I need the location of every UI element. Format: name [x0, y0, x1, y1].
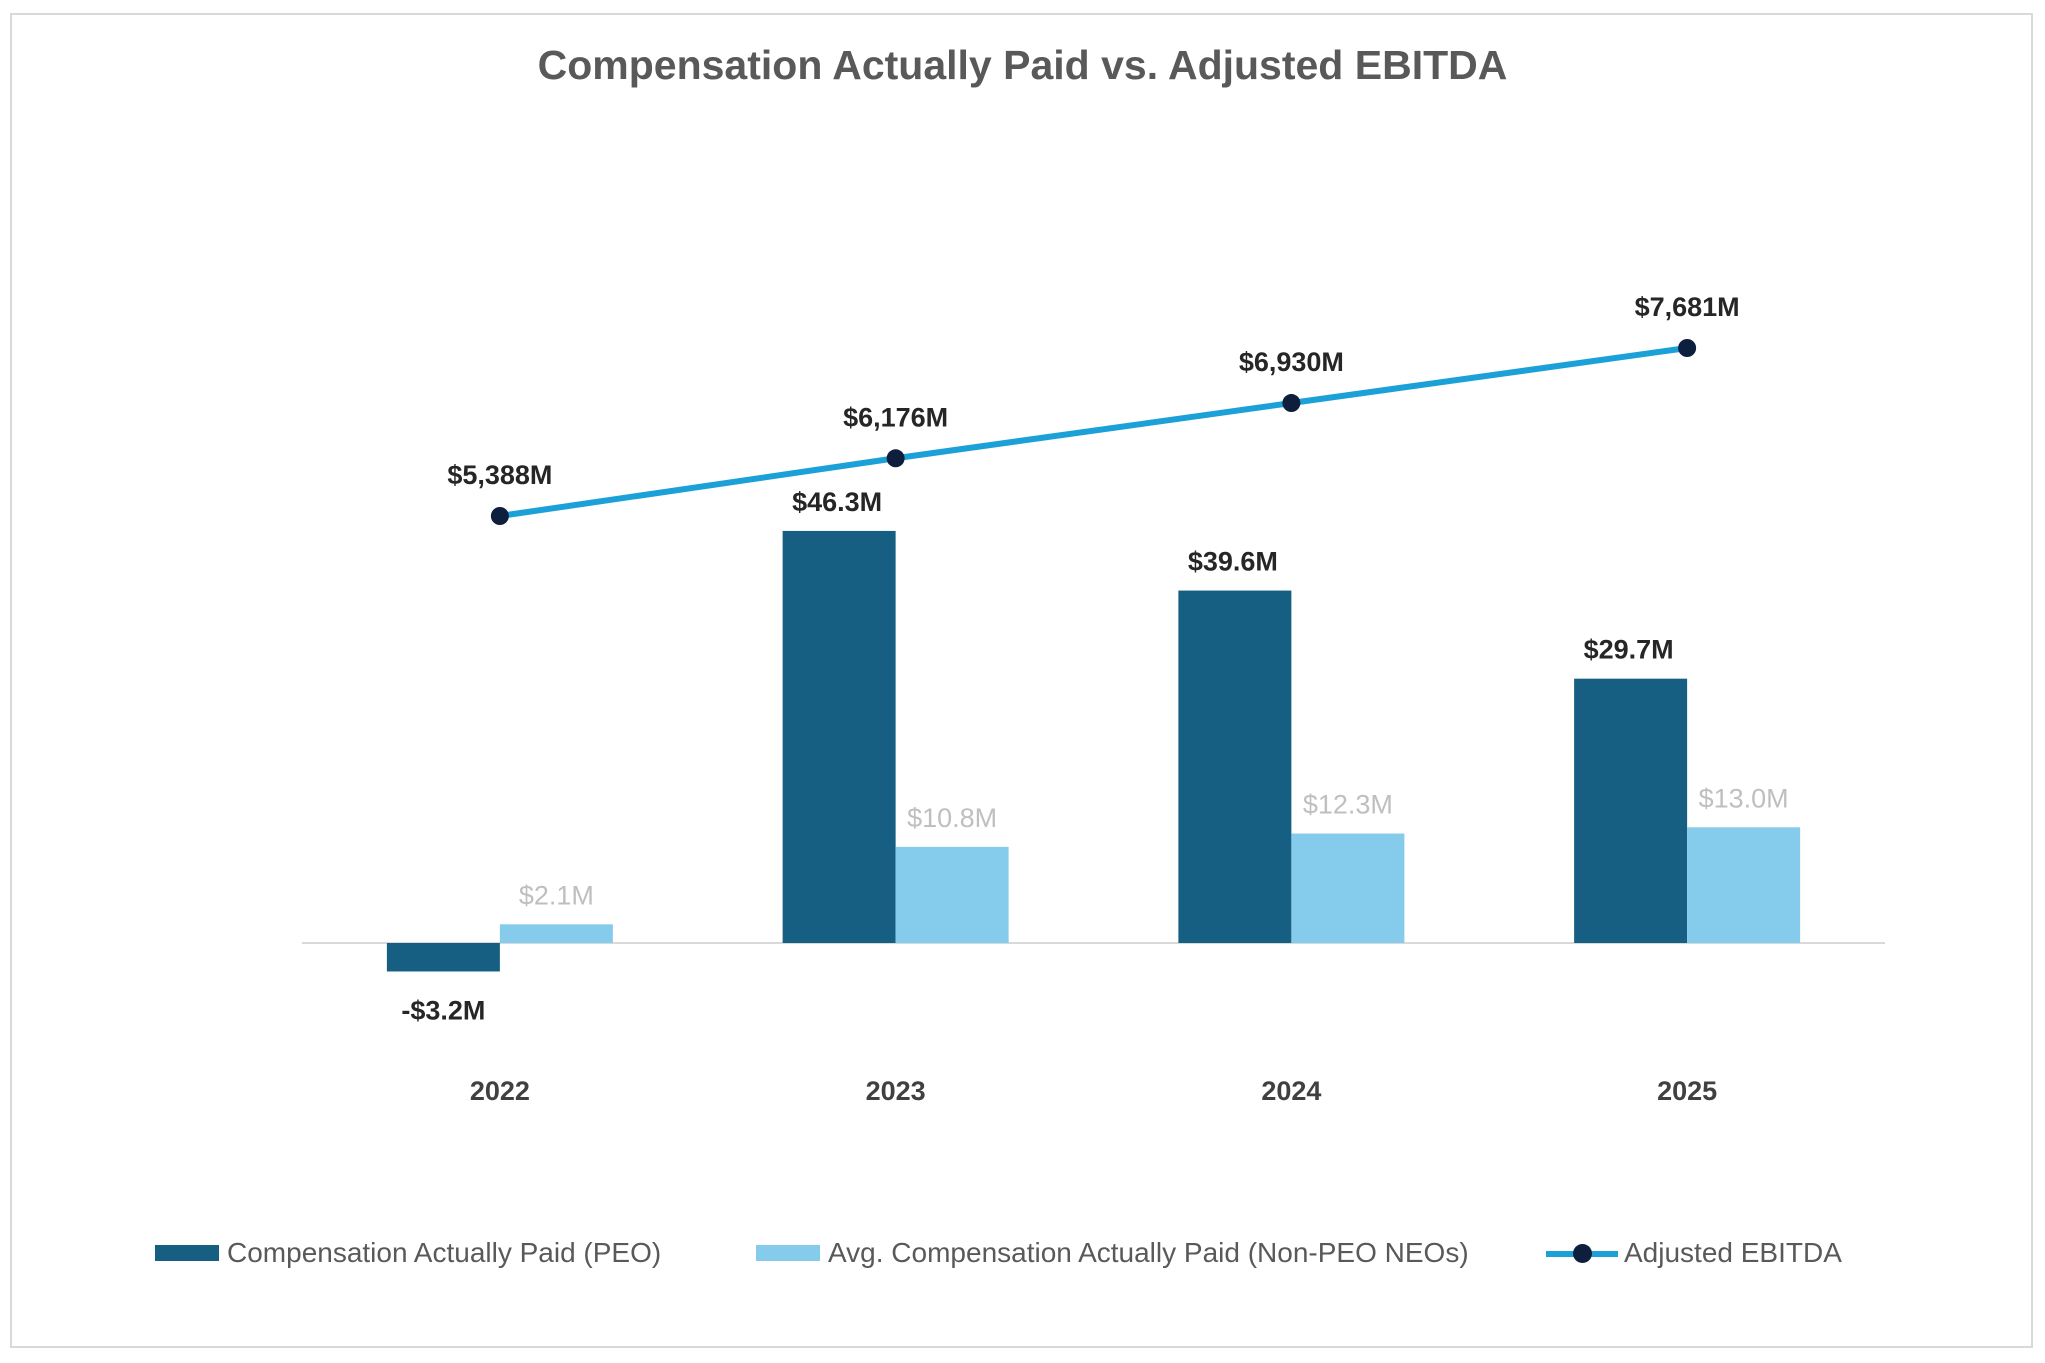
data-label-neo-2023: $10.8M	[907, 803, 997, 833]
bar-neo-2023	[895, 846, 1009, 943]
x-tick-label-2024: 2024	[1261, 1076, 1321, 1106]
chart-title: Compensation Actually Paid vs. Adjusted …	[537, 42, 1508, 88]
data-label-neo-2024: $12.3M	[1303, 790, 1393, 820]
data-label-neo-2025: $13.0M	[1699, 783, 1789, 813]
legend-item-peo: Compensation Actually Paid (PEO)	[155, 1233, 661, 1273]
bar-neo-2024	[1291, 833, 1405, 943]
data-label-neo-2022: $2.1M	[519, 880, 594, 910]
x-tick-label-2022: 2022	[470, 1076, 530, 1106]
data-label-ebitda-2022: $5,388M	[447, 460, 552, 490]
point-ebitda-2023	[886, 449, 905, 468]
data-label-peo-2024: $39.6M	[1188, 547, 1278, 577]
x-tick-label-2023: 2023	[866, 1076, 926, 1106]
data-label-ebitda-2025: $7,681M	[1635, 292, 1740, 322]
bar-peo-2023	[782, 530, 896, 943]
data-label-peo-2022: -$3.2M	[401, 995, 485, 1025]
point-ebitda-2022	[490, 507, 509, 525]
legend-swatch-neo	[756, 1245, 820, 1261]
line-ebitda	[499, 345, 1688, 519]
chart-frame	[10, 13, 2033, 1348]
bar-neo-2025	[1687, 827, 1801, 943]
x-tick-label-2025: 2025	[1657, 1076, 1717, 1106]
bar-peo-2025	[1574, 678, 1688, 943]
legend-label-neo: Avg. Compensation Actually Paid (Non-PEO…	[828, 1237, 1469, 1268]
legend-item-ebitda: Adjusted EBITDA	[1546, 1233, 1842, 1273]
point-ebitda-2025	[1678, 339, 1697, 357]
legend-label-peo: Compensation Actually Paid (PEO)	[227, 1237, 662, 1268]
bar-peo-2024	[1178, 590, 1292, 943]
legend-label-ebitda: Adjusted EBITDA	[1624, 1237, 1842, 1268]
bar-neo-2022	[499, 924, 613, 943]
point-ebitda-2024	[1282, 394, 1301, 413]
legend-swatch-peo	[155, 1245, 219, 1261]
data-label-ebitda-2023: $6,176M	[843, 402, 948, 432]
data-label-peo-2025: $29.7M	[1584, 635, 1674, 665]
legend-swatch-ebitda	[1546, 1244, 1618, 1263]
data-label-peo-2023: $46.3M	[792, 487, 882, 517]
legend-item-neo: Avg. Compensation Actually Paid (Non-PEO…	[756, 1233, 1469, 1273]
bar-peo-2022	[386, 943, 500, 972]
data-label-ebitda-2024: $6,930M	[1239, 347, 1344, 377]
